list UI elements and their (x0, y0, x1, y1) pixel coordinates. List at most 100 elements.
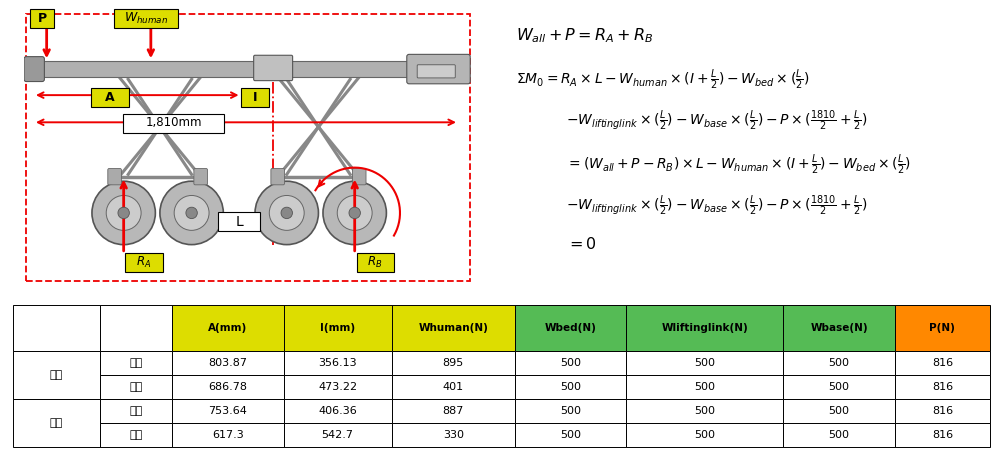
Text: 887: 887 (443, 406, 464, 416)
Bar (392, 305, 515, 352)
FancyBboxPatch shape (24, 57, 44, 82)
Text: 500: 500 (560, 358, 581, 368)
Bar (172, 399, 284, 423)
Text: 500: 500 (694, 430, 715, 440)
FancyBboxPatch shape (254, 55, 293, 81)
Text: 542.7: 542.7 (322, 430, 354, 440)
Text: $W_{all} + P = R_A + R_B$: $W_{all} + P = R_A + R_B$ (516, 26, 653, 45)
Text: 최소: 최소 (129, 430, 142, 440)
Circle shape (349, 207, 361, 219)
Bar (626, 399, 784, 423)
Text: 686.78: 686.78 (208, 382, 247, 392)
Text: 617.3: 617.3 (212, 430, 243, 440)
FancyBboxPatch shape (407, 54, 470, 84)
Text: 816: 816 (932, 406, 953, 416)
Bar (895, 352, 990, 375)
Bar (515, 305, 626, 352)
Text: 남성: 남성 (50, 370, 63, 380)
Bar (100, 352, 172, 375)
Bar (626, 423, 784, 447)
Text: 401: 401 (443, 382, 464, 392)
Text: 500: 500 (829, 406, 850, 416)
FancyBboxPatch shape (241, 88, 270, 107)
Text: 500: 500 (694, 358, 715, 368)
Bar (284, 375, 392, 399)
Bar (392, 423, 515, 447)
Circle shape (160, 181, 223, 245)
Bar (895, 375, 990, 399)
Bar (100, 375, 172, 399)
Text: $R_B$: $R_B$ (368, 255, 383, 270)
Bar (515, 399, 626, 423)
Bar (284, 423, 392, 447)
Text: 1,810mm: 1,810mm (145, 116, 201, 129)
Bar (13, 352, 100, 399)
Circle shape (106, 195, 141, 230)
Bar (515, 352, 626, 375)
Text: 500: 500 (829, 382, 850, 392)
Bar (626, 352, 784, 375)
Text: 330: 330 (443, 430, 464, 440)
Bar (895, 399, 990, 423)
Circle shape (118, 207, 129, 219)
FancyBboxPatch shape (218, 212, 260, 231)
Text: 816: 816 (932, 358, 953, 368)
Text: Wliftinglink(N): Wliftinglink(N) (661, 323, 748, 333)
Bar (784, 305, 895, 352)
Circle shape (323, 181, 387, 245)
Text: $\Sigma M_0 = R_A \times L - W_{human} \times (I + \frac{L}{2}) - W_{bed} \times: $\Sigma M_0 = R_A \times L - W_{human} \… (516, 67, 810, 92)
Bar (100, 305, 172, 352)
Bar (172, 305, 284, 352)
Bar (784, 375, 895, 399)
Circle shape (174, 195, 209, 230)
Text: L: L (235, 215, 243, 229)
Text: $- W_{liftinglink} \times (\frac{L}{2}) - W_{base} \times (\frac{L}{2}) - P \tim: $- W_{liftinglink} \times (\frac{L}{2}) … (566, 194, 868, 218)
Bar (392, 352, 515, 375)
Bar (784, 352, 895, 375)
Text: 500: 500 (694, 406, 715, 416)
FancyBboxPatch shape (91, 88, 128, 107)
Text: $R_A$: $R_A$ (136, 255, 151, 270)
Bar (284, 399, 392, 423)
Bar (515, 423, 626, 447)
Bar (284, 305, 392, 352)
Text: 500: 500 (560, 406, 581, 416)
Text: 최소: 최소 (129, 382, 142, 392)
Circle shape (281, 207, 293, 219)
Bar (392, 375, 515, 399)
Bar (284, 352, 392, 375)
Text: A(mm): A(mm) (208, 323, 247, 333)
Text: 816: 816 (932, 430, 953, 440)
Text: 816: 816 (932, 382, 953, 392)
Bar (784, 423, 895, 447)
Text: Wbase(N): Wbase(N) (811, 323, 868, 333)
Text: 803.87: 803.87 (208, 358, 247, 368)
Text: Whuman(N): Whuman(N) (419, 323, 488, 333)
Circle shape (256, 181, 319, 245)
Circle shape (338, 195, 372, 230)
Bar (784, 399, 895, 423)
Bar (100, 399, 172, 423)
Text: P(N): P(N) (930, 323, 955, 333)
FancyBboxPatch shape (114, 9, 178, 28)
FancyBboxPatch shape (353, 169, 366, 185)
FancyBboxPatch shape (30, 9, 54, 28)
Bar (515, 375, 626, 399)
Bar (172, 423, 284, 447)
Text: 753.64: 753.64 (208, 406, 247, 416)
Text: Wbed(N): Wbed(N) (545, 323, 596, 333)
Text: 500: 500 (829, 358, 850, 368)
Bar (895, 423, 990, 447)
Bar (895, 305, 990, 352)
Bar (13, 305, 100, 352)
Text: 356.13: 356.13 (319, 358, 357, 368)
FancyBboxPatch shape (123, 114, 223, 133)
Text: 895: 895 (443, 358, 464, 368)
Bar (100, 423, 172, 447)
Text: 여성: 여성 (50, 418, 63, 428)
Text: $= (W_{all} + P - R_B) \times L - W_{human} \times (I + \frac{L}{2}) - W_{bed} \: $= (W_{all} + P - R_B) \times L - W_{hum… (566, 153, 911, 177)
Text: 500: 500 (560, 430, 581, 440)
Text: I: I (253, 91, 258, 104)
FancyBboxPatch shape (193, 169, 207, 185)
FancyBboxPatch shape (417, 65, 455, 78)
